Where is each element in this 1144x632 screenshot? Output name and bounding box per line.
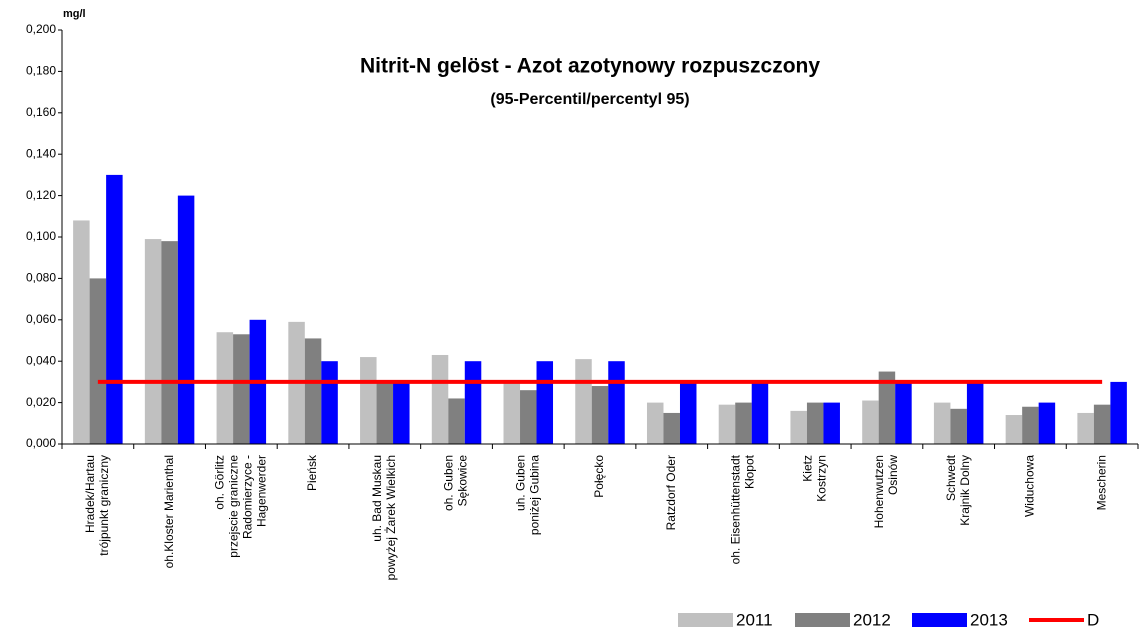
bar <box>823 402 840 444</box>
bar <box>806 402 824 444</box>
bar <box>608 361 625 444</box>
y-tick-label: 0,100 <box>26 229 56 243</box>
bar <box>536 361 554 444</box>
x-tick-label: Połęcko <box>592 455 606 498</box>
bar <box>933 402 951 444</box>
bar <box>503 381 521 444</box>
x-tick-label: Kietz <box>800 455 814 482</box>
bar <box>1005 415 1023 444</box>
legend-label: 2011 <box>736 610 773 629</box>
x-tick-label: oh.Kloster Marienthal <box>162 455 176 568</box>
bar <box>321 361 338 444</box>
bar <box>575 359 592 444</box>
y-tick-label: 0,200 <box>26 22 56 36</box>
x-tick-label: Hagenwerder <box>255 455 269 527</box>
bar <box>89 278 107 444</box>
bar <box>735 402 752 444</box>
bar <box>718 404 736 444</box>
bar <box>950 408 967 444</box>
x-tick-label: oh. Görlitz <box>213 455 227 510</box>
x-tick-label: poniżej Gubina <box>527 455 541 535</box>
y-tick-label: 0,020 <box>26 395 56 409</box>
x-tick-label: Hohenwutzen <box>872 455 886 528</box>
x-tick-label: oh. Eisenhüttenstadt <box>729 454 743 564</box>
bar <box>161 241 178 444</box>
bar <box>1093 404 1111 444</box>
bar <box>790 410 807 444</box>
legend-label: D <box>1087 610 1099 629</box>
y-tick-label: 0,140 <box>26 146 56 160</box>
x-tick-label: Radomierzyce - <box>241 455 255 539</box>
x-tick-label: Sękowice <box>456 455 470 507</box>
bar <box>895 381 912 444</box>
x-tick-label: uh. Bad Muskau <box>370 455 384 542</box>
bar <box>448 398 465 444</box>
legend-swatch <box>912 613 967 627</box>
bar <box>304 338 322 444</box>
bar <box>376 381 394 444</box>
bar <box>464 361 482 444</box>
bar <box>1022 406 1039 444</box>
bar <box>1077 412 1094 444</box>
bar <box>106 174 123 444</box>
y-tick-label: 0,000 <box>26 436 56 450</box>
bar <box>216 332 234 444</box>
y-tick-label: 0,060 <box>26 312 56 326</box>
x-tick-label: Widuchowa <box>1023 455 1037 517</box>
x-tick-label: Ratzdorf Oder <box>664 455 678 530</box>
y-tick-label: 0,080 <box>26 271 56 285</box>
bar <box>1038 402 1056 444</box>
bar <box>663 412 680 444</box>
bar <box>751 381 769 444</box>
bar <box>591 386 609 444</box>
y-tick-label: 0,160 <box>26 105 56 119</box>
bar <box>431 354 449 444</box>
x-tick-label: Osinów <box>886 455 900 495</box>
x-tick-label: oh. Guben <box>442 455 456 511</box>
bar <box>679 381 697 444</box>
bar <box>393 381 410 444</box>
legend-swatch <box>795 613 850 627</box>
y-tick-label: 0,120 <box>26 188 56 202</box>
legend-label: 2012 <box>853 610 891 629</box>
x-tick-label: przejscie graniczne <box>227 455 241 558</box>
y-unit: mg/l <box>63 8 86 20</box>
bar <box>878 371 896 444</box>
bar <box>233 334 250 444</box>
bar <box>646 402 664 444</box>
x-tick-label: Mescherin <box>1094 455 1108 510</box>
chart-subtitle: (95-Percentil/percentyl 95) <box>490 91 689 108</box>
x-tick-label: uh. Guben <box>513 455 527 511</box>
x-tick-label: trójpunkt graniczny <box>97 455 111 556</box>
x-tick-label: Hradek/Hartau <box>83 455 97 533</box>
x-tick-label: Kostrzyn <box>814 455 828 502</box>
bar <box>966 381 984 444</box>
bar <box>73 220 90 444</box>
bar <box>520 390 537 444</box>
bar <box>360 357 377 444</box>
bar <box>144 239 162 444</box>
bar <box>177 195 195 444</box>
x-tick-label: Pieńsk <box>305 454 319 491</box>
legend-label: 2013 <box>970 610 1008 629</box>
bar <box>1110 381 1127 444</box>
x-tick-label: Krajnik Dolny <box>958 455 972 526</box>
legend-swatch <box>678 613 733 627</box>
x-tick-label: Schwedt <box>944 454 958 501</box>
bar <box>862 400 879 444</box>
y-tick-label: 0,040 <box>26 353 56 367</box>
y-tick-label: 0,180 <box>26 64 56 78</box>
chart-title: Nitrit-N gelöst - Azot azotynowy rozpusz… <box>360 55 820 78</box>
x-tick-label: Kłopot <box>743 454 757 489</box>
x-tick-label: powyżej Żarek Wielkich <box>384 455 398 580</box>
